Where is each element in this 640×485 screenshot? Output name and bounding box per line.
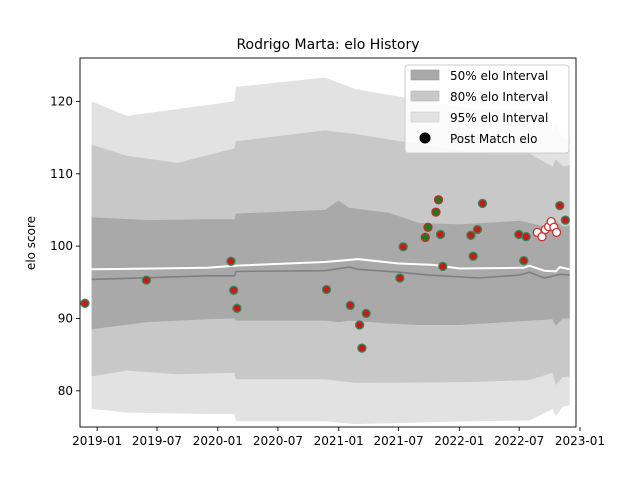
post-match-point bbox=[395, 273, 405, 283]
post-match-point bbox=[468, 251, 478, 261]
y-tick-label: 80 bbox=[58, 384, 73, 398]
post-match-point bbox=[361, 308, 371, 319]
legend-box bbox=[404, 64, 570, 154]
legend-label-95: 95% elo Interval bbox=[450, 111, 548, 125]
y-tick-label: 110 bbox=[50, 167, 73, 181]
x-tick-label: 2020-01 bbox=[193, 434, 243, 448]
legend-swatch-50 bbox=[410, 69, 440, 81]
post-match-point bbox=[466, 230, 476, 240]
post-match-point bbox=[321, 284, 332, 295]
post-match-point bbox=[551, 227, 562, 238]
post-match-point bbox=[354, 320, 365, 330]
interval-bands bbox=[91, 77, 570, 425]
y-tick-label: 90 bbox=[58, 311, 73, 325]
y-tick-label: 120 bbox=[50, 94, 73, 108]
post-match-point bbox=[226, 256, 236, 266]
x-tick-label: 2019-07 bbox=[132, 434, 182, 448]
x-axis: 2019-01 2019-07 2020-01 2020-07 2021-01 2021-… bbox=[72, 427, 605, 448]
post-match-point bbox=[521, 232, 531, 242]
x-tick-label: 2021-01 bbox=[314, 434, 364, 448]
post-match-point bbox=[232, 303, 242, 313]
post-match-point bbox=[423, 222, 433, 232]
legend-label-post-match: Post Match elo bbox=[450, 132, 537, 146]
band-50-interval bbox=[91, 200, 570, 330]
post-match-point bbox=[431, 207, 441, 217]
x-tick-label: 2022-01 bbox=[434, 434, 484, 448]
post-match-point bbox=[398, 242, 408, 252]
legend: 50% elo Interval 80% elo Interval 95% el… bbox=[404, 64, 570, 154]
legend-label-50: 50% elo Interval bbox=[450, 69, 548, 83]
legend-swatch-80 bbox=[410, 90, 440, 102]
y-tick-label: 100 bbox=[50, 239, 73, 253]
chart-title: Rodrigo Marta: elo History bbox=[236, 37, 419, 53]
x-tick-label: 2019-01 bbox=[72, 434, 122, 448]
post-match-point bbox=[435, 229, 446, 240]
legend-swatch-95 bbox=[410, 111, 440, 123]
legend-marker-post-match bbox=[419, 132, 431, 144]
post-match-point bbox=[472, 224, 483, 235]
plot-frame bbox=[79, 57, 577, 428]
y-axis-title: elo score bbox=[24, 216, 38, 270]
post-match-point bbox=[229, 285, 239, 295]
y-axis: 80 90 100 110 120 bbox=[50, 94, 80, 398]
post-match-point bbox=[357, 343, 367, 353]
post-match-point bbox=[345, 300, 355, 311]
post-match-point bbox=[80, 298, 90, 308]
post-match-point bbox=[420, 232, 430, 243]
post-match-point bbox=[477, 198, 488, 209]
post-match-point bbox=[438, 261, 448, 272]
post-match-point bbox=[433, 195, 444, 205]
post-match-points bbox=[80, 195, 571, 353]
x-tick-label: 2020-07 bbox=[253, 434, 303, 448]
legend-label-80: 80% elo Interval bbox=[450, 90, 548, 104]
x-tick-label: 2022-07 bbox=[494, 434, 544, 448]
x-tick-label: 2023-01 bbox=[555, 434, 605, 448]
post-match-point bbox=[555, 200, 565, 211]
post-match-point bbox=[141, 275, 152, 285]
x-tick-label: 2021-07 bbox=[373, 434, 423, 448]
post-match-point bbox=[560, 215, 571, 225]
center-elo-line bbox=[91, 266, 570, 281]
post-match-point bbox=[519, 255, 529, 266]
